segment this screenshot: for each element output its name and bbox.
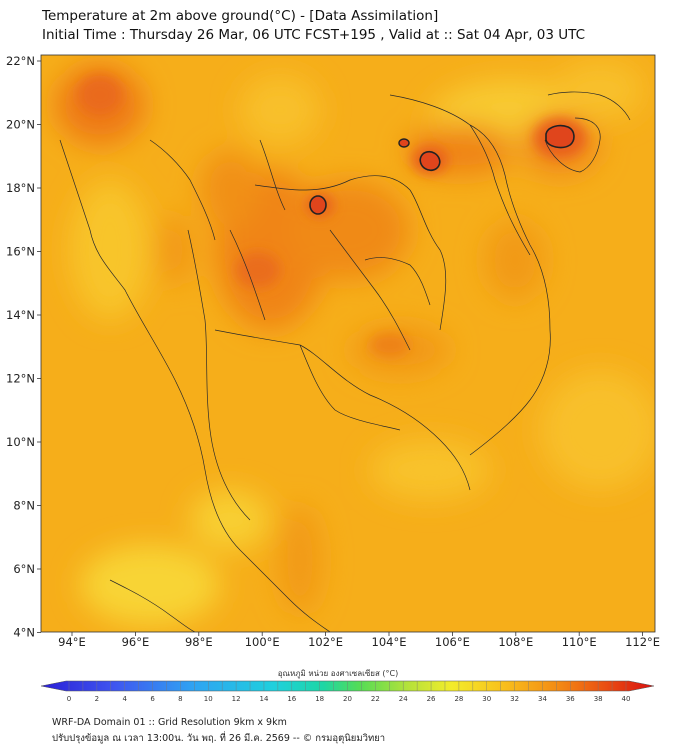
lon-tick-label: 112°E: [625, 635, 660, 649]
colorbar-tick-label: 18: [315, 695, 324, 703]
colorbar-tick-label: 32: [510, 695, 519, 703]
colorbar-tick-label: 10: [204, 695, 213, 703]
lat-tick-label: 20°N: [6, 118, 35, 132]
boundaries: [59, 91, 631, 632]
lon-tick-label: 94°E: [58, 635, 86, 649]
lat-tick-label: 4°N: [13, 626, 35, 640]
colorbar-tick-label: 8: [178, 695, 182, 703]
colorbar-tick-label: 12: [232, 695, 241, 703]
footer-model-info: WRF-DA Domain 01 :: Grid Resolution 9km …: [52, 717, 287, 728]
colorbar-tick-label: 34: [538, 695, 547, 703]
colorbar-tick-label: 36: [566, 695, 575, 703]
colorbar-tick-label: 4: [122, 695, 127, 703]
colorbar-tick-label: 2: [95, 695, 99, 703]
lon-tick-label: 102°E: [308, 635, 343, 649]
colorbar-tick-label: 24: [399, 695, 408, 703]
lat-tick-label: 12°N: [6, 372, 35, 386]
colorbar-tick-label: 6: [150, 695, 155, 703]
lat-tick-label: 22°N: [6, 54, 35, 68]
colorbar-tick-label: 38: [594, 695, 603, 703]
lon-tick-label: 104°E: [372, 635, 407, 649]
colorbar-tick-label: 22: [371, 695, 380, 703]
colorbar-tick-label: 30: [482, 695, 491, 703]
lon-tick-label: 110°E: [562, 635, 597, 649]
latitude-axis: 22°N 20°N 18°N 16°N 14°N 12°N 10°N 8°N 6°N 4°N: [6, 54, 41, 640]
colorbar-tick-label: 40: [622, 695, 631, 703]
map-title: Temperature at 2m above ground(°C) - [Da…: [42, 8, 439, 24]
lon-tick-label: 96°E: [122, 635, 150, 649]
longitude-axis: 94°E 96°E 98°E 100°E 102°E 104°E 106°E 108°E 110…: [58, 632, 660, 649]
colorbar-tick-label: 16: [287, 695, 296, 703]
lon-tick-label: 106°E: [435, 635, 470, 649]
lon-tick-label: 98°E: [185, 635, 213, 649]
lon-tick-label: 100°E: [245, 635, 280, 649]
colorbar-tick-label: 0: [67, 695, 71, 703]
lat-tick-label: 10°N: [6, 435, 35, 449]
colorbar-tick-label: 20: [343, 695, 352, 703]
map-frame: [40, 54, 656, 633]
temperature-field: [41, 55, 655, 632]
colorbar: 0 2 4 6 8 10 12 14 16 18 20 22 24 26 28 30 32 34 36 38 40: [40, 680, 655, 703]
lat-tick-label: 6°N: [13, 562, 35, 576]
map-subtitle: Initial Time : Thursday 26 Mar, 06 UTC F…: [42, 27, 586, 43]
lon-tick-label: 108°E: [498, 635, 533, 649]
colorbar-tick-label: 26: [427, 695, 436, 703]
hotspots: [78, 75, 586, 357]
footer-update-info: ปรับปรุงข้อมูล ณ เวลา 13:00น. วัน พฤ. ที…: [52, 733, 386, 744]
colorbar-label: อุณหภูมิ หน่วย องศาเซลเซียส (°C): [277, 669, 399, 678]
colorbar-tick-label: 14: [259, 695, 268, 703]
colorbar-ticks: 0 2 4 6 8 10 12 14 16 18 20 22 24 26 28 30 32 34 36 38 40: [67, 681, 631, 703]
lat-tick-label: 14°N: [6, 308, 35, 322]
colorbar-tick-label: 28: [454, 695, 463, 703]
lat-tick-label: 8°N: [13, 499, 35, 513]
lat-tick-label: 16°N: [6, 245, 35, 259]
lat-tick-label: 18°N: [6, 181, 35, 195]
hot-contours: [309, 124, 575, 215]
